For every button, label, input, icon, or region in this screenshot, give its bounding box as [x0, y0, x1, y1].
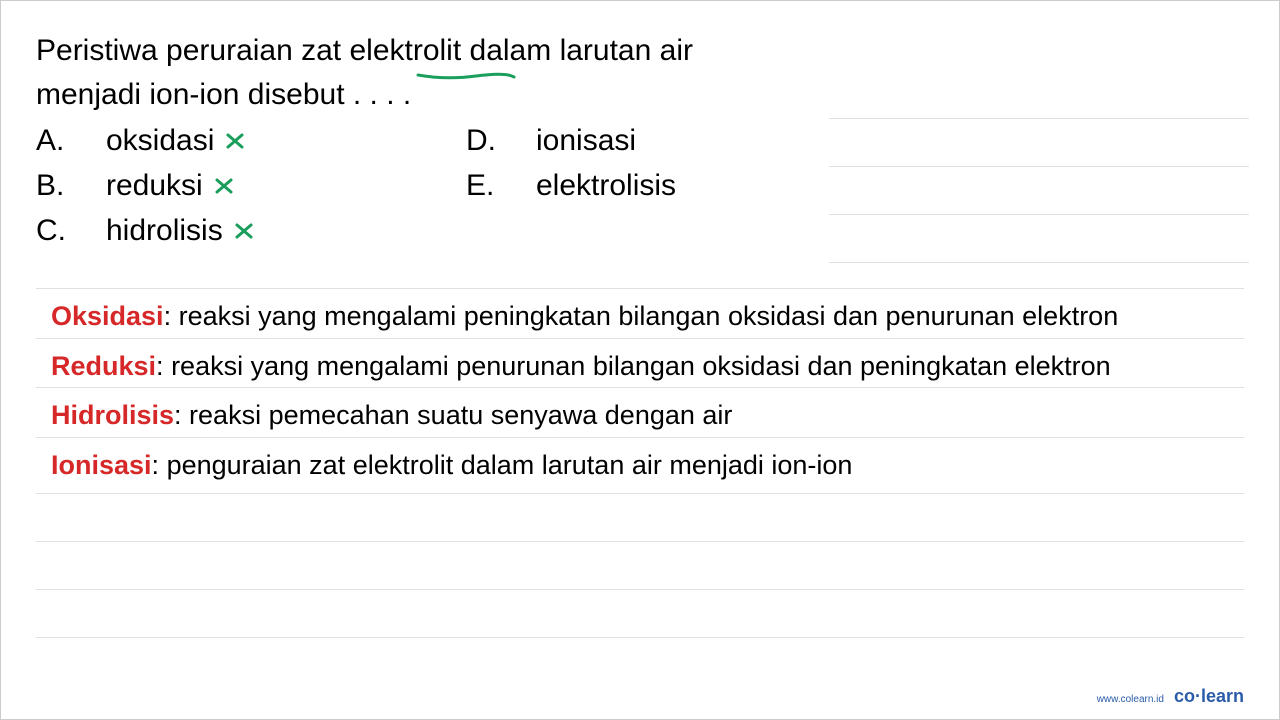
definition-hidrolisis: Hidrolisis: reaksi pemecahan suatu senya…: [36, 387, 1244, 437]
footer-url: www.colearn.id: [1097, 694, 1164, 705]
definition-text: reaksi yang mengalami penurunan bilangan…: [171, 351, 1111, 381]
option-text: reduksi: [106, 163, 203, 208]
x-mark-icon: [224, 130, 246, 152]
definitions-area: Oksidasi: reaksi yang mengalami peningka…: [36, 288, 1244, 685]
definition-text: penguraian zat elektrolit dalam larutan …: [167, 450, 853, 480]
rule-line: [36, 637, 1244, 685]
question-line-2: menjadi ion-ion disebut . . . .: [36, 78, 411, 111]
option-text: elektrolisis: [536, 163, 676, 208]
definition-ionisasi: Ionisasi: penguraian zat elektrolit dala…: [36, 437, 1244, 487]
rule-line: [36, 541, 1244, 589]
x-mark-icon: [233, 220, 255, 242]
definition-term: Oksidasi: [51, 301, 164, 331]
definition-text: reaksi yang mengalami peningkatan bilang…: [179, 301, 1119, 331]
option-d: D. ionisasi: [466, 118, 866, 163]
definition-separator: :: [156, 351, 171, 381]
definition-term: Ionisasi: [51, 450, 152, 480]
options-column-1: A. oksidasi B. reduksi C. hidrolisis: [36, 118, 466, 253]
option-a: A. oksidasi: [36, 118, 466, 163]
rule-line: [829, 119, 1249, 167]
definition-separator: :: [164, 301, 179, 331]
option-c: C. hidrolisis: [36, 208, 466, 253]
bottom-rules: [36, 493, 1244, 685]
definition-oksidasi: Oksidasi: reaksi yang mengalami peningka…: [36, 288, 1244, 338]
definition-reduksi: Reduksi: reaksi yang mengalami penurunan…: [36, 338, 1244, 388]
option-letter: B.: [36, 163, 106, 208]
rule-line: [36, 589, 1244, 637]
definition-separator: :: [174, 400, 189, 430]
definition-separator: :: [152, 450, 167, 480]
x-mark-icon: [213, 175, 235, 197]
option-e: E. elektrolisis: [466, 163, 866, 208]
option-b: B. reduksi: [36, 163, 466, 208]
underline-annotation: [416, 69, 516, 79]
question-line-1: Peristiwa peruraian zat elektrolit dalam…: [36, 34, 693, 67]
option-text: oksidasi: [106, 118, 214, 163]
underline-icon: [416, 72, 516, 82]
definition-text: reaksi pemecahan suatu senyawa dengan ai…: [189, 400, 732, 430]
rule-line: [829, 71, 1249, 119]
ruled-lines-top: [829, 71, 1249, 263]
options-column-2: D. ionisasi E. elektrolisis: [466, 118, 866, 253]
option-text: ionisasi: [536, 118, 636, 163]
rule-line: [36, 493, 1244, 541]
option-letter: E.: [466, 163, 536, 208]
rule-line: [829, 167, 1249, 215]
footer-logo: co·learn: [1174, 686, 1244, 707]
rule-line: [829, 215, 1249, 263]
option-letter: D.: [466, 118, 536, 163]
option-letter: A.: [36, 118, 106, 163]
option-letter: C.: [36, 208, 106, 253]
definition-term: Hidrolisis: [51, 400, 174, 430]
footer: www.colearn.id co·learn: [1097, 686, 1244, 707]
definition-term: Reduksi: [51, 351, 156, 381]
option-text: hidrolisis: [106, 208, 223, 253]
